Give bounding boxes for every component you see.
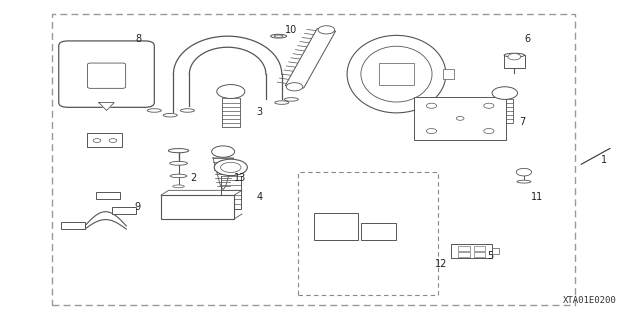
Ellipse shape bbox=[275, 101, 289, 104]
Text: 13: 13 bbox=[234, 174, 246, 183]
Bar bbox=[96, 192, 120, 199]
Text: 2: 2 bbox=[191, 174, 197, 183]
Bar bbox=[458, 252, 470, 257]
Bar bbox=[61, 222, 85, 229]
Text: 9: 9 bbox=[134, 202, 140, 212]
Text: XTA01E0200: XTA01E0200 bbox=[563, 296, 616, 305]
Circle shape bbox=[426, 129, 436, 134]
Circle shape bbox=[109, 139, 116, 142]
Bar bbox=[379, 63, 413, 85]
Text: 12: 12 bbox=[435, 259, 447, 269]
Bar bbox=[443, 69, 454, 79]
Bar bbox=[88, 133, 122, 147]
Ellipse shape bbox=[517, 180, 531, 183]
Ellipse shape bbox=[284, 98, 298, 101]
Ellipse shape bbox=[271, 34, 287, 38]
Text: 6: 6 bbox=[524, 34, 530, 44]
Circle shape bbox=[221, 162, 241, 173]
Bar bbox=[362, 223, 396, 240]
Text: 11: 11 bbox=[531, 192, 543, 203]
Polygon shape bbox=[285, 29, 335, 88]
Ellipse shape bbox=[504, 53, 525, 57]
Text: 10: 10 bbox=[285, 25, 298, 35]
Bar bbox=[414, 97, 506, 140]
Ellipse shape bbox=[361, 46, 432, 102]
Ellipse shape bbox=[347, 35, 446, 113]
Text: 5: 5 bbox=[488, 251, 494, 261]
Circle shape bbox=[214, 159, 247, 176]
Bar bbox=[111, 207, 136, 214]
Text: 8: 8 bbox=[135, 34, 141, 44]
Bar bbox=[474, 252, 485, 257]
Bar bbox=[474, 246, 485, 250]
Circle shape bbox=[508, 54, 521, 60]
Ellipse shape bbox=[180, 109, 195, 112]
Bar bbox=[492, 248, 499, 254]
Circle shape bbox=[456, 116, 464, 120]
Circle shape bbox=[217, 85, 245, 99]
Ellipse shape bbox=[147, 109, 161, 112]
Ellipse shape bbox=[170, 174, 187, 178]
Ellipse shape bbox=[173, 185, 184, 188]
Ellipse shape bbox=[163, 114, 177, 117]
Circle shape bbox=[93, 139, 100, 142]
FancyBboxPatch shape bbox=[88, 63, 125, 88]
Circle shape bbox=[492, 87, 518, 100]
Circle shape bbox=[484, 103, 494, 108]
Bar bbox=[451, 244, 492, 258]
Bar bbox=[504, 55, 525, 68]
Circle shape bbox=[318, 26, 335, 34]
Polygon shape bbox=[99, 103, 114, 110]
Text: 3: 3 bbox=[257, 107, 262, 117]
Bar bbox=[161, 195, 234, 219]
Circle shape bbox=[212, 146, 235, 157]
Bar bbox=[458, 246, 470, 250]
Bar bbox=[314, 213, 358, 240]
Circle shape bbox=[516, 168, 532, 176]
Circle shape bbox=[286, 83, 303, 91]
FancyBboxPatch shape bbox=[59, 41, 154, 107]
Text: 1: 1 bbox=[600, 154, 607, 165]
Ellipse shape bbox=[274, 35, 283, 37]
Text: 4: 4 bbox=[257, 192, 262, 203]
Text: 7: 7 bbox=[520, 116, 526, 127]
Ellipse shape bbox=[170, 161, 188, 165]
Ellipse shape bbox=[168, 149, 189, 153]
Circle shape bbox=[426, 103, 436, 108]
Circle shape bbox=[484, 129, 494, 134]
